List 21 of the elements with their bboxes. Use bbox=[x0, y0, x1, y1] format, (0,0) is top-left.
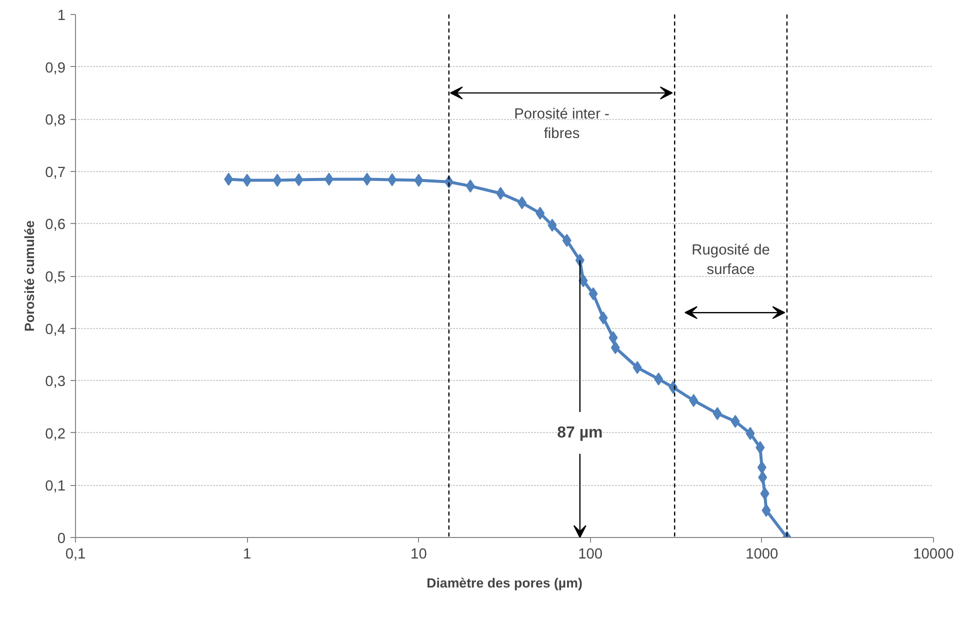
y-tick-label: 1 bbox=[57, 8, 66, 24]
annotation: 87 µm bbox=[557, 424, 603, 442]
y-tick-label: 0,6 bbox=[45, 217, 66, 234]
y-tick-label: 0,3 bbox=[45, 374, 66, 390]
annotation: Rugosité de surface bbox=[692, 242, 770, 278]
y-tick-label: 0,5 bbox=[45, 270, 66, 286]
y-tick-label: 0,4 bbox=[45, 322, 66, 338]
x-tick-label: 1000 bbox=[746, 546, 778, 562]
x-tick-label: 10 bbox=[410, 546, 427, 562]
y-tick-label: 0,2 bbox=[45, 426, 66, 442]
x-tick-label: 100 bbox=[578, 546, 603, 562]
y-tick-label: 0,1 bbox=[45, 478, 66, 495]
y-tick-label: 0,8 bbox=[45, 112, 66, 129]
x-axis-title: Diamètre des pores (µm) bbox=[426, 576, 582, 590]
y-axis-title: Porosité cumulée bbox=[22, 220, 38, 332]
x-tick-label: 10000 bbox=[913, 546, 954, 562]
annotation: Porosité inter - fibres bbox=[514, 106, 610, 142]
y-tick-label: 0,7 bbox=[45, 164, 66, 181]
y-tick-label: 0,9 bbox=[45, 60, 66, 76]
y-tick-label: 0 bbox=[57, 531, 66, 547]
x-tick-label: 1 bbox=[243, 546, 252, 562]
